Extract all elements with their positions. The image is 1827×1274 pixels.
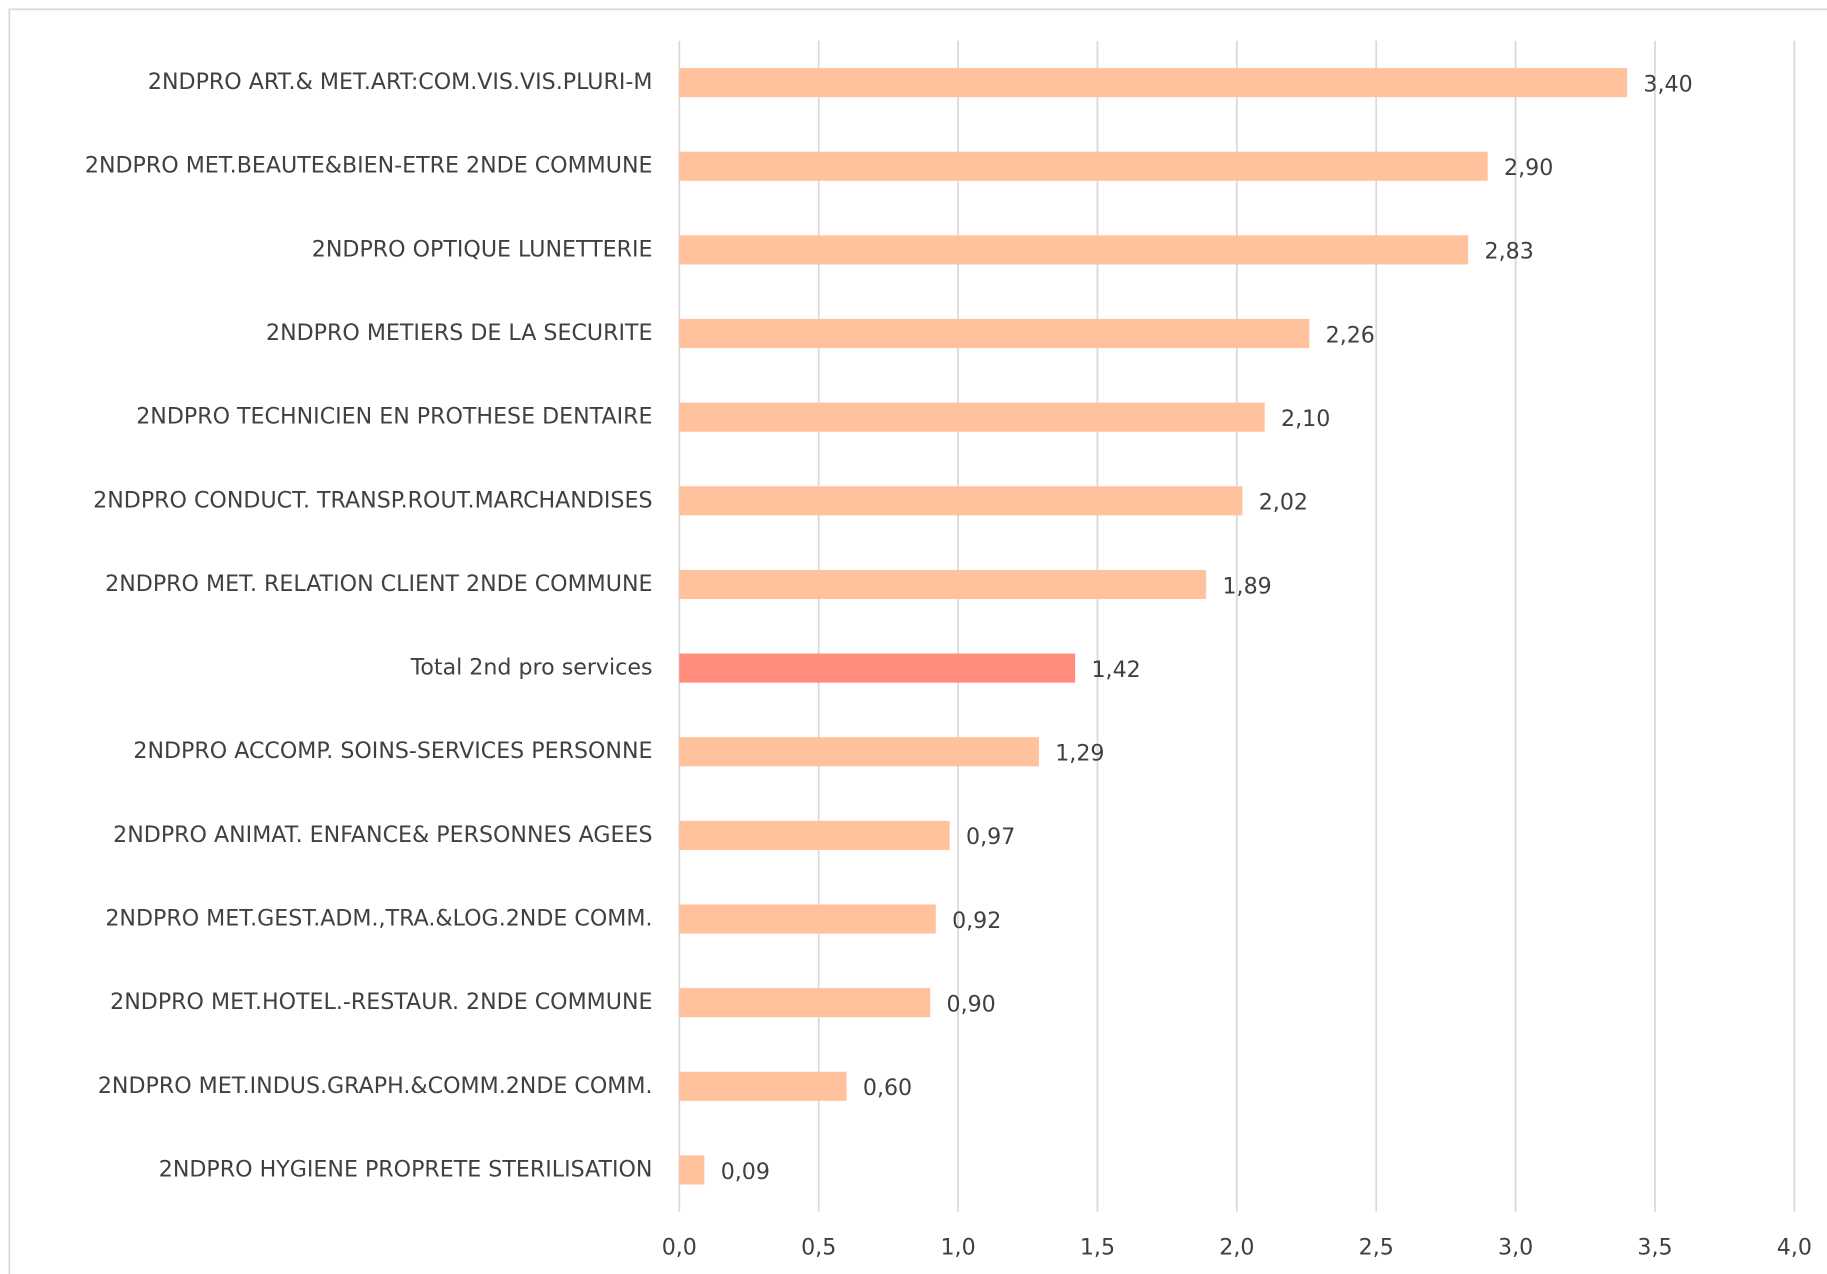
y-tick-label: 2NDPRO MET. RELATION CLIENT 2NDE COMMUNE (105, 571, 652, 597)
y-tick-label: 2NDPRO MET.BEAUTE&BIEN-ETRE 2NDE COMMUNE (85, 153, 653, 179)
data-label: 0,92 (952, 908, 1001, 934)
data-label: 3,40 (1643, 71, 1692, 97)
data-label: 1,42 (1091, 657, 1140, 683)
bar (679, 904, 936, 934)
y-tick-label: 2NDPRO ANIMAT. ENFANCE& PERSONNES AGEES (113, 822, 652, 848)
y-tick-label: 2NDPRO HYGIENE PROPRETE STERILISATION (159, 1156, 653, 1182)
bar (679, 569, 1207, 600)
data-label: 2,90 (1504, 155, 1553, 181)
data-label: 2,02 (1259, 490, 1308, 516)
bar (679, 235, 1469, 265)
data-label: 1,89 (1222, 573, 1271, 599)
x-tick-label: 0,5 (801, 1234, 836, 1260)
bar (679, 737, 1039, 767)
data-label: 2,10 (1281, 406, 1330, 432)
y-tick-label: 2NDPRO METIERS DE LA SECURITE (266, 320, 652, 346)
data-label: 0,90 (947, 992, 996, 1018)
bar (679, 318, 1310, 349)
y-tick-label: 2NDPRO MET.HOTEL.-RESTAUR. 2NDE COMMUNE (110, 989, 652, 1015)
x-tick-label: 1,5 (1080, 1234, 1115, 1260)
y-tick-label: 2NDPRO ART.& MET.ART:COM.VIS.VIS.PLURI-M (148, 69, 653, 95)
x-tick-label: 1,0 (940, 1234, 975, 1260)
y-tick-label: 2NDPRO OPTIQUE LUNETTERIE (312, 236, 653, 262)
data-label: 2,83 (1485, 239, 1534, 265)
y-tick-label: 2NDPRO ACCOMP. SOINS-SERVICES PERSONNE (133, 738, 652, 764)
bar (679, 68, 1628, 98)
data-label: 2,26 (1326, 322, 1375, 348)
x-tick-label: 4,0 (1777, 1234, 1812, 1260)
data-label: 0,09 (721, 1159, 770, 1185)
data-label: 0,97 (966, 824, 1015, 850)
x-tick-label: 3,5 (1637, 1234, 1672, 1260)
x-tick-label: 0,0 (662, 1234, 697, 1260)
bar (679, 1071, 847, 1101)
y-tick-label: 2NDPRO MET.INDUS.GRAPH.&COMM.2NDE COMM. (98, 1073, 653, 1099)
bar (679, 151, 1488, 181)
bar (679, 820, 950, 850)
y-tick-label: 2NDPRO MET.GEST.ADM.,TRA.&LOG.2NDE COMM. (105, 906, 652, 932)
bar (679, 653, 1076, 683)
x-tick-label: 2,0 (1219, 1234, 1254, 1260)
bar (679, 486, 1243, 516)
bar (679, 1155, 705, 1185)
y-tick-label: 2NDPRO CONDUCT. TRANSP.ROUT.MARCHANDISES (93, 487, 652, 513)
y-tick-label: Total 2nd pro services (410, 655, 653, 681)
data-label: 1,29 (1055, 741, 1104, 767)
bar (679, 402, 1265, 432)
x-tick-label: 2,5 (1359, 1234, 1394, 1260)
bar (679, 988, 931, 1018)
chart-border (8, 8, 1827, 1274)
y-tick-label: 2NDPRO TECHNICIEN EN PROTHESE DENTAIRE (136, 404, 652, 430)
x-tick-label: 3,0 (1498, 1234, 1533, 1260)
data-label: 0,60 (863, 1075, 912, 1101)
